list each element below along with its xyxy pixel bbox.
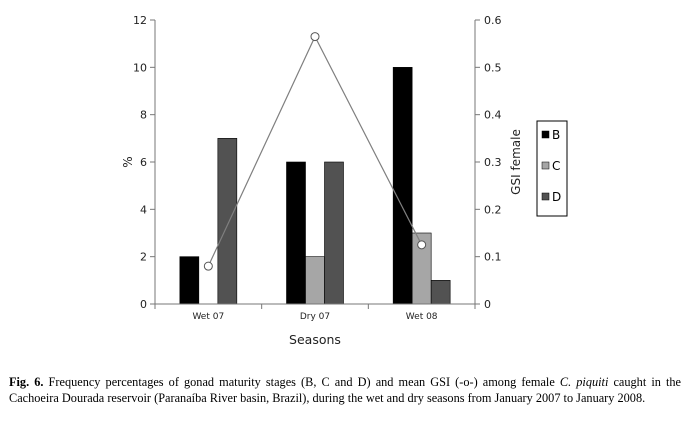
x-tick-label-3: Wet 08 <box>406 312 438 322</box>
legend-swatch-c <box>541 161 550 170</box>
legend-label-c: C <box>552 159 560 173</box>
legend-label-b: B <box>552 128 560 142</box>
bar-d-1 <box>217 138 238 305</box>
legend-swatch-d <box>541 192 550 201</box>
gsi-line <box>207 35 423 267</box>
gsi-point-2 <box>310 32 320 42</box>
y2-tick-label-1: 0.1 <box>484 251 502 264</box>
y2-tick-label-3: 0.3 <box>484 156 502 169</box>
x-tick-label-2: Dry 07 <box>300 312 330 322</box>
y2-tick-label-4: 0.4 <box>484 109 502 122</box>
caption-species: C. piquiti <box>559 375 609 389</box>
figure-caption: Fig. 6. Frequency percentages of gonad m… <box>9 375 681 406</box>
y2-tick-label-0: 0 <box>484 298 491 311</box>
y2-tick-label-5: 0.5 <box>484 61 502 74</box>
x-axis-title: Seasons <box>289 332 341 347</box>
chart: 0 2 4 6 8 10 12 0 0.1 0.2 0.3 0.4 0.5 0.6 Wet 07 Dry 07… <box>121 14 568 347</box>
gsi-point-1 <box>203 261 213 271</box>
y2-tick-label-6: 0.6 <box>484 14 502 27</box>
x-tick-label-1: Wet 07 <box>192 312 224 322</box>
y-tick-label-0: 0 <box>140 298 147 311</box>
y2-tick-label-2: 0.2 <box>484 203 502 216</box>
y-axis-title: % <box>121 156 135 167</box>
bar-b-2 <box>286 161 306 305</box>
bar-c-2 <box>305 256 325 305</box>
caption-text-2: caught in the Cachoeira Dourada reservoi… <box>9 375 682 405</box>
bar-b-3 <box>392 67 413 305</box>
legend-swatch-b <box>541 130 550 139</box>
legend-label-d: D <box>552 190 561 204</box>
y-tick-label-1: 2 <box>140 251 147 264</box>
gsi-point-3 <box>417 240 427 250</box>
y-tick-label-2: 4 <box>140 203 147 216</box>
y-tick-label-4: 8 <box>140 109 147 122</box>
legend: B C D <box>536 120 568 217</box>
bar-d-2 <box>324 161 344 305</box>
y-tick-label-6: 12 <box>133 14 147 27</box>
y2-axis-title: GSI female <box>509 129 523 195</box>
y-tick-label-3: 6 <box>140 156 147 169</box>
caption-text-1: Frequency percentages of gonad maturity … <box>43 375 560 389</box>
y-tick-label-5: 10 <box>133 61 147 74</box>
axes: 0 2 4 6 8 10 12 0 0.1 0.2 0.3 0.4 0.5 0.6 Wet 07 Dry 07… <box>121 14 523 347</box>
plot-area <box>179 32 451 305</box>
caption-label: Fig. 6. <box>9 375 44 389</box>
bar-b-1 <box>179 256 200 305</box>
bar-d-3 <box>430 280 451 305</box>
